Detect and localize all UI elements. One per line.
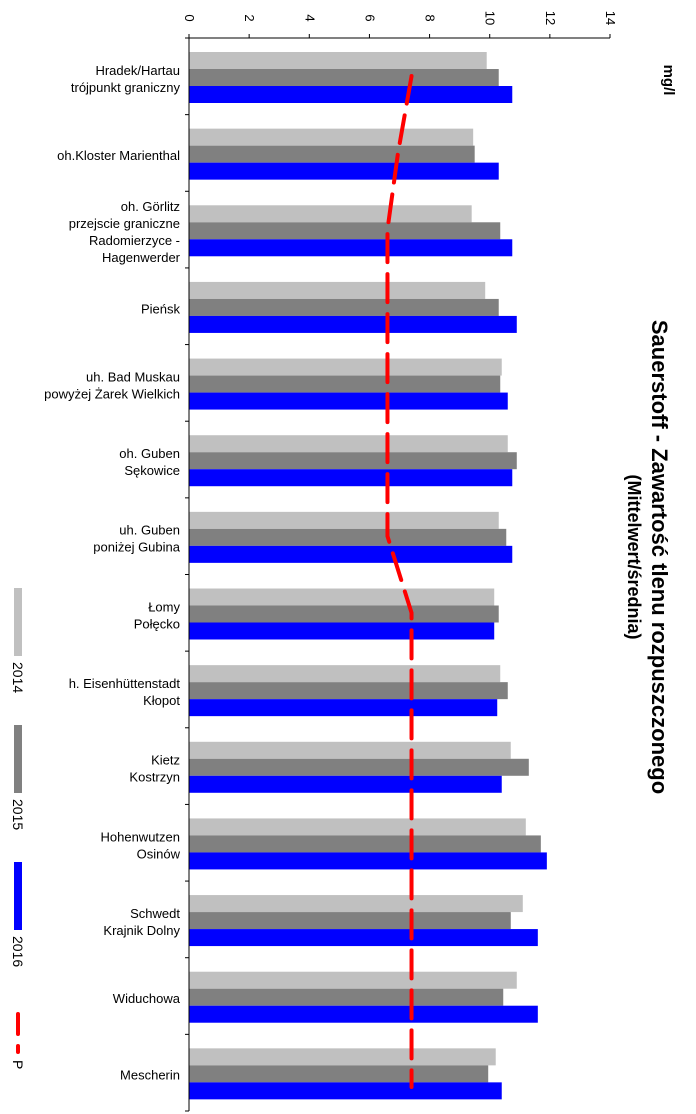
x-tick-label-12: 12	[543, 11, 558, 25]
category-label-8-0: h. Eisenhüttenstadt	[69, 676, 181, 691]
bar-2014-0	[189, 52, 487, 69]
legend: 2014 2015 2016 P	[10, 588, 26, 1069]
category-label-10-0: Hohenwutzen	[101, 829, 181, 844]
bar-2015-13	[189, 1065, 489, 1083]
category-label-7-1: Połęcko	[134, 616, 180, 631]
bar-2016-10	[189, 852, 547, 870]
bar-2015-12	[189, 988, 504, 1006]
x-tick-label-6: 6	[362, 14, 377, 21]
category-label-4-1: powyżej Żarek Wielkich	[44, 386, 180, 401]
legend-label-P: P	[10, 1060, 26, 1069]
bar-2014-8	[189, 665, 501, 683]
bar-2016-4	[189, 392, 508, 410]
bar-2015-10	[189, 835, 541, 853]
x-tick-label-8: 8	[423, 14, 438, 21]
bar-2015-0	[189, 69, 499, 86]
category-label-2-1: przejscie graniczne	[69, 216, 180, 231]
x-tick-label-10: 10	[483, 11, 498, 25]
bar-2016-1	[189, 162, 499, 180]
legend-swatch-2016	[14, 862, 22, 930]
bar-2014-2	[189, 205, 472, 223]
bar-2016-0	[189, 86, 513, 103]
bar-2015-8	[189, 682, 508, 700]
chart-title: Sauerstoff - Zawartość tlenu rozpuszczon…	[647, 320, 672, 794]
chart-subtitle: (Mittelwert/średnia)	[624, 474, 644, 639]
category-label-5-1: Sękowice	[124, 463, 180, 478]
bar-2016-11	[189, 929, 538, 947]
category-label-11-0: Schwedt	[130, 906, 180, 921]
bar-2016-3	[189, 315, 517, 333]
bar-2016-12	[189, 1005, 538, 1023]
bar-2014-6	[189, 511, 499, 529]
bar-2016-8	[189, 699, 498, 717]
bar-2015-11	[189, 912, 511, 930]
bar-2016-9	[189, 775, 502, 793]
bar-2016-2	[189, 239, 513, 257]
x-tick-label-2: 2	[242, 14, 257, 21]
unit-label: mg/l	[660, 65, 677, 96]
category-label-8-1: Kłopot	[143, 693, 180, 708]
bar-2014-10	[189, 818, 526, 836]
category-label-6-0: uh. Guben	[119, 523, 180, 538]
category-label-4-0: uh. Bad Muskau	[86, 369, 180, 384]
plot-area: 0 2 4 6 8 10 12 14 Hradek/Hartau trójpunkt granic…	[44, 11, 618, 1112]
reference-line-P	[385, 74, 414, 1089]
bar-2015-1	[189, 145, 475, 163]
category-label-3-0: Pieńsk	[141, 301, 181, 316]
category-label-2-3: Hagenwerder	[102, 250, 181, 265]
legend-label-2015: 2015	[10, 799, 26, 830]
bar-2015-3	[189, 298, 499, 316]
bar-2015-7	[189, 605, 499, 623]
x-tick-label-4: 4	[302, 14, 317, 21]
bar-2016-5	[189, 469, 513, 487]
bar-2014-11	[189, 895, 523, 913]
bar-2014-13	[189, 1048, 496, 1066]
category-label-10-1: Osinów	[137, 846, 181, 861]
bar-2016-6	[189, 545, 513, 563]
category-label-2-0: oh. Görlitz	[121, 199, 180, 214]
category-label-11-1: Krajnik Dolny	[103, 923, 180, 938]
bar-2014-1	[189, 128, 474, 146]
category-label-2-2: Radomierzyce -	[89, 233, 180, 248]
bar-2015-2	[189, 222, 501, 240]
legend-swatch-2015	[14, 725, 22, 793]
category-label-0-0: Hradek/Hartau	[95, 63, 180, 78]
category-label-6-1: poniżej Gubina	[93, 540, 180, 555]
bar-2015-6	[189, 528, 507, 546]
category-label-12-0: Widuchowa	[113, 991, 181, 1006]
category-label-5-0: oh. Guben	[119, 446, 180, 461]
bar-2014-9	[189, 741, 511, 759]
category-label-0-1: trójpunkt graniczny	[71, 80, 181, 95]
legend-label-2016: 2016	[10, 936, 26, 967]
bar-2014-5	[189, 435, 508, 453]
x-tick-label-14: 14	[603, 11, 618, 25]
bar-2016-7	[189, 622, 495, 640]
legend-swatch-2014	[14, 588, 22, 656]
bar-2015-5	[189, 452, 517, 470]
category-label-7-0: Łomy	[148, 599, 180, 614]
x-tick-label-0: 0	[182, 14, 197, 21]
category-label-1-0: oh.Kloster Marienthal	[57, 148, 180, 163]
bar-2014-3	[189, 281, 486, 299]
category-label-9-0: Kietz	[151, 753, 180, 768]
category-label-9-1: Kostrzyn	[129, 770, 180, 785]
bar-2015-9	[189, 758, 529, 776]
legend-label-2014: 2014	[10, 662, 26, 693]
bar-2014-12	[189, 971, 517, 989]
bar-2016-13	[189, 1082, 502, 1100]
bar-2015-4	[189, 375, 501, 393]
bar-2014-7	[189, 588, 495, 606]
bar-2014-4	[189, 358, 502, 376]
category-label-13-0: Mescherin	[120, 1068, 180, 1083]
